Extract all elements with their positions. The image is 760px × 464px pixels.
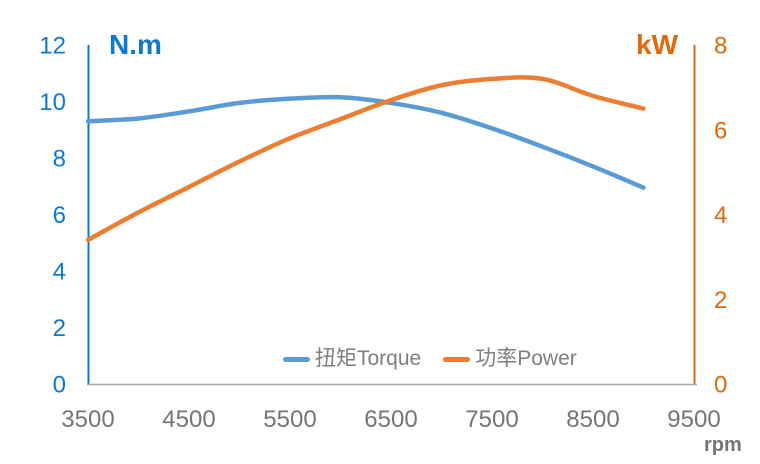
legend-item-torque: 扭矩Torque [283, 346, 421, 372]
torque-curve [85, 94, 646, 190]
legend-label-power: 功率Power [475, 347, 577, 370]
x-axis-tick-label: 4500 [162, 406, 215, 433]
x-axis-unit-label: rpm [704, 434, 742, 456]
right-axis-tick-label: 6 [714, 117, 727, 144]
right-axis-tick-labels: 8 6 4 2 0 [714, 33, 727, 399]
x-axis-tick-label: 3500 [61, 406, 114, 433]
left-axis-tick-label: 8 [53, 146, 66, 173]
x-axis-tick-label: 5500 [263, 406, 316, 433]
right-axis-tick-label: 2 [714, 287, 727, 314]
left-axis-tick-labels: 12 10 8 6 4 2 0 [39, 33, 66, 399]
left-axis-tick-label: 2 [53, 315, 66, 342]
left-axis-title: N.m [109, 29, 162, 60]
x-axis-tick-label: 8500 [566, 406, 619, 433]
left-axis-tick-label: 0 [53, 372, 66, 399]
right-axis-title: kW [636, 29, 678, 60]
left-axis-tick-label: 10 [39, 89, 66, 116]
right-axis-tick-label: 8 [714, 33, 727, 60]
legend-label-torque: 扭矩Torque [315, 347, 422, 370]
power-line-swatch [443, 356, 471, 362]
x-axis-tick-label: 9500 [667, 406, 720, 433]
x-axis-tick-labels: 3500 4500 5500 6500 7500 8500 9500 [61, 406, 720, 433]
left-axis-tick-label: 6 [53, 202, 66, 229]
torque-line-swatch [283, 356, 310, 362]
power-curve [85, 75, 646, 243]
left-axis-tick-label: 12 [39, 33, 66, 60]
legend-item-power: 功率Power [443, 346, 577, 372]
right-axis-tick-label: 4 [714, 202, 727, 229]
x-axis-tick-label: 7500 [465, 406, 518, 433]
x-axis-tick-label: 6500 [364, 406, 417, 433]
right-axis-tick-label: 0 [714, 372, 727, 399]
left-axis-tick-label: 4 [53, 259, 66, 286]
legend: 扭矩Torque 功率Power [283, 346, 577, 372]
